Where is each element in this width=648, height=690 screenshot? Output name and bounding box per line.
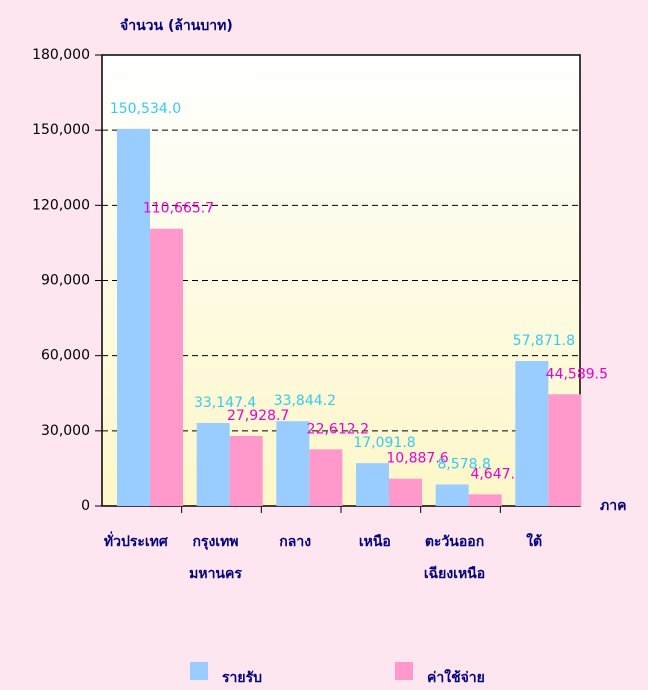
value-label: 22,612.2 [307, 421, 369, 437]
y-axis-label: จำนวน (ล้านบาท) [120, 18, 233, 34]
bar [389, 478, 422, 506]
y-tick-label: 120,000 [32, 197, 90, 213]
value-label: 27,928.7 [227, 408, 289, 424]
y-tick-label: 0 [81, 498, 90, 514]
x-tick-label: ทั่วประเทศ [104, 531, 169, 550]
value-label: 150,534.0 [110, 101, 181, 117]
x-tick-label: มหานคร [189, 566, 242, 582]
bar [229, 436, 263, 506]
y-tick-label: 90,000 [41, 273, 90, 289]
bar [196, 422, 230, 506]
y-tick-label: 30,000 [41, 423, 90, 439]
value-label: 33,844.2 [274, 393, 336, 409]
value-label: 17,091.8 [353, 435, 415, 451]
x-tick-label: กรุงเทพ [192, 534, 238, 550]
legend-label: รายรับ [222, 670, 262, 686]
y-tick-label: 60,000 [41, 348, 90, 364]
bar [356, 463, 389, 506]
value-label: 110,665.7 [143, 201, 214, 217]
bar [117, 128, 150, 506]
value-label: 8,578.8 [437, 457, 490, 473]
value-label: 10,887.6 [386, 451, 448, 467]
bar [515, 360, 549, 506]
x-tick-label: ใต้ [526, 532, 542, 550]
x-tick-label: เหนือ [359, 534, 391, 550]
bar [309, 449, 343, 506]
y-tick-label: 180,000 [32, 47, 90, 63]
value-label: 33,147.4 [194, 395, 256, 411]
x-tick-label: ตะวันออก [425, 534, 484, 550]
y-tick-label: 150,000 [32, 122, 90, 138]
x-tick-label: เฉียงเหนือ [424, 566, 485, 582]
x-axis-label: ภาค [600, 498, 626, 514]
bar [548, 394, 582, 506]
bar [276, 421, 310, 506]
bar [435, 484, 469, 506]
legend-label: ค่าใช้จ่าย [427, 668, 485, 686]
legend-swatch [190, 662, 208, 680]
bar [150, 228, 183, 506]
value-label: 57,871.8 [513, 333, 575, 349]
value-label: 44,589.5 [546, 366, 608, 382]
value-label: 4,647.7 [470, 466, 523, 482]
bar [468, 494, 502, 506]
legend-swatch [395, 662, 413, 680]
x-tick-label: กลาง [279, 534, 311, 550]
